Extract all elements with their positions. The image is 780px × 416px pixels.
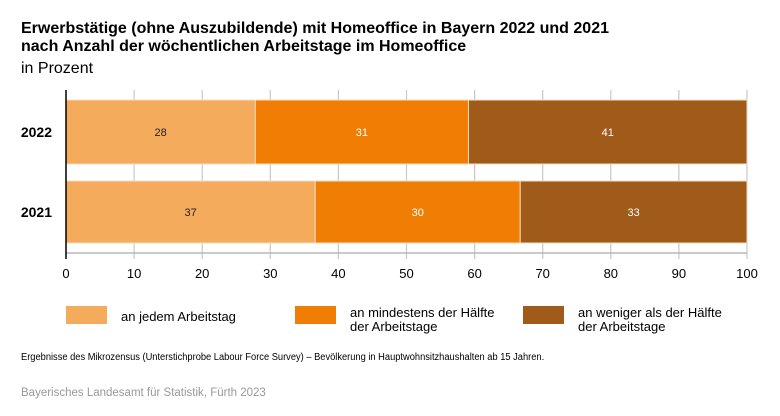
stacked-bar-chart: 28 31 41 2022 37 30 33 2021 0 10 20 30 40 50 60 70 80 90 1…	[21, 90, 758, 281]
legend-label: an weniger als der Hälfte der Arbeitstage	[578, 306, 722, 334]
legend-swatch	[523, 306, 564, 324]
legend-label-line: an weniger als der Hälfte	[578, 305, 722, 320]
x-tick-label: 30	[263, 266, 277, 281]
legend-label-line: an mindestens der Hälfte	[350, 305, 495, 320]
bar-segment	[519, 180, 748, 244]
chart-subtitle: in Prozent	[21, 60, 94, 77]
bar-segment	[254, 99, 469, 165]
legend-item: an mindestens der Hälfte der Arbeitstage	[295, 306, 495, 334]
legend-item: an jedem Arbeitstag	[66, 306, 236, 324]
category-label: 2021	[21, 204, 52, 220]
category-label: 2022	[21, 124, 52, 140]
x-tick-label: 40	[331, 266, 345, 281]
bar-segment	[65, 180, 316, 244]
chart-title: Erwerbstätige (ohne Auszubildende) mit H…	[21, 20, 609, 56]
source-credit: Bayerisches Landesamt für Statistik, Für…	[21, 387, 266, 399]
legend-swatch	[295, 306, 336, 324]
footnote: Ergebnisse des Mikrozensus (Unterstichpr…	[21, 352, 545, 363]
legend-label: an jedem Arbeitstag	[121, 310, 236, 324]
data-label: 30	[412, 207, 424, 219]
chart-title-line-1: Erwerbstätige (ohne Auszubildende) mit H…	[21, 20, 609, 37]
legend-label-line: der Arbeitstage	[350, 319, 438, 334]
legend-label: an mindestens der Hälfte der Arbeitstage	[350, 306, 495, 334]
data-label: 28	[155, 127, 167, 139]
x-tick-label: 0	[62, 266, 69, 281]
data-label: 41	[602, 127, 614, 139]
bar-segment	[467, 99, 748, 165]
x-tick-label: 50	[399, 266, 413, 281]
x-tick-label: 100	[736, 266, 758, 281]
legend-label-line: an jedem Arbeitstag	[121, 309, 236, 324]
x-tick-label: 80	[604, 266, 618, 281]
data-label: 33	[627, 207, 639, 219]
legend-label-line: der Arbeitstage	[578, 319, 666, 334]
data-label: 31	[356, 127, 368, 139]
legend-item: an weniger als der Hälfte der Arbeitstage	[523, 306, 722, 334]
legend-swatch	[66, 306, 107, 324]
data-label: 37	[184, 207, 196, 219]
x-tick-label: 10	[127, 266, 141, 281]
x-tick-label: 70	[535, 266, 549, 281]
bar-segment	[314, 180, 521, 244]
chart-title-line-2: nach Anzahl der wöchentlichen Arbeitstag…	[21, 38, 467, 55]
x-tick-label: 20	[195, 266, 209, 281]
x-tick-label: 60	[467, 266, 481, 281]
x-tick-label: 90	[672, 266, 686, 281]
